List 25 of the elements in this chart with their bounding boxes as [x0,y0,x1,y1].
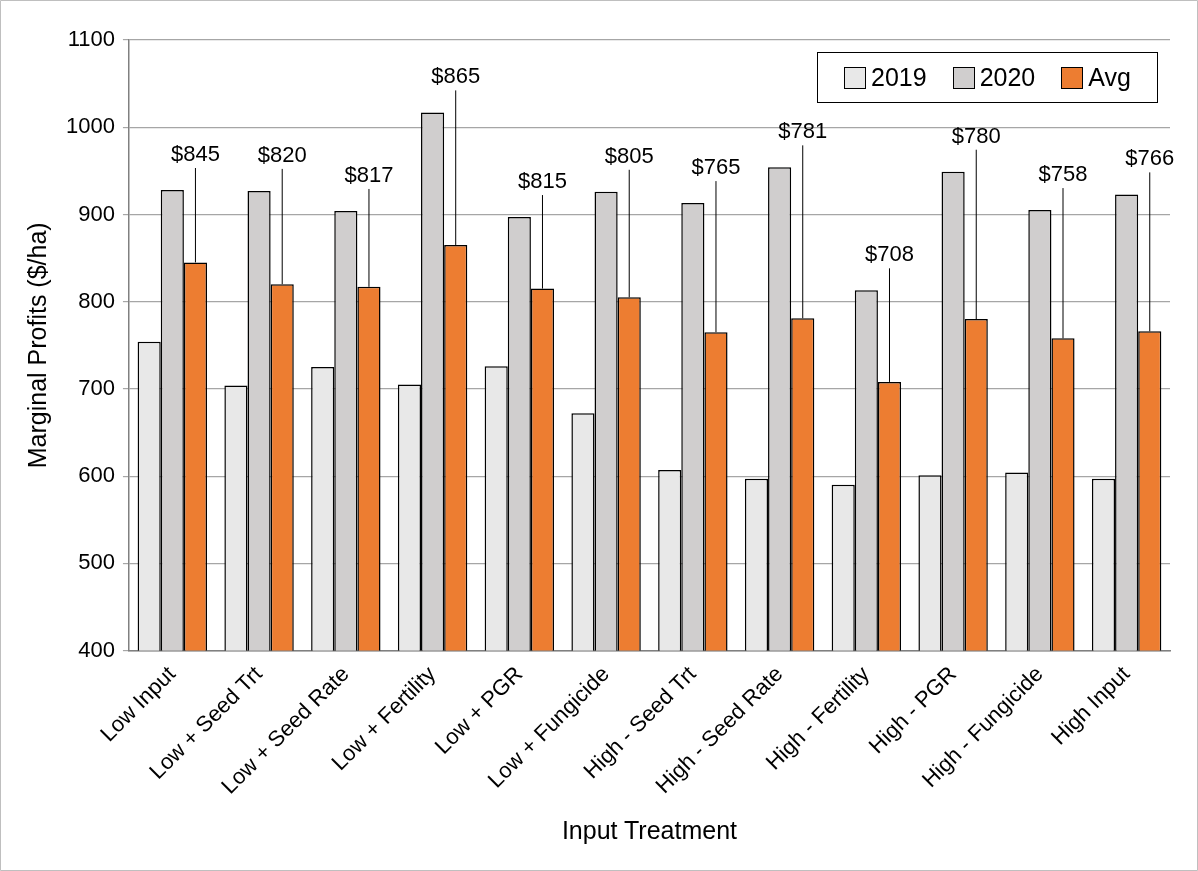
data-label: $865 [431,63,481,89]
y-tick-label: 1000 [65,113,115,139]
data-label: $766 [1125,145,1175,171]
data-label: $805 [604,142,654,168]
data-label: $758 [1038,161,1088,187]
data-label: $781 [778,118,828,144]
legend-label: 2020 [979,63,1036,92]
legend-label: 2019 [871,63,927,92]
data-label: $845 [170,141,220,167]
data-label: $780 [951,122,1001,148]
y-tick-label: 500 [78,549,115,575]
x-axis-title: Input Treatment [561,815,738,844]
data-label: $765 [691,154,741,180]
y-tick-label: 800 [78,287,115,313]
y-tick-label: 600 [78,462,115,488]
y-tick-label: 900 [78,200,115,226]
y-tick-label: 400 [78,636,115,662]
data-label: $820 [257,141,307,167]
y-axis-title: Marginal Profits ($/ha) [22,222,51,469]
y-tick-label: 1100 [67,26,115,52]
data-label: $817 [344,162,394,188]
data-label: $815 [518,168,567,194]
y-tick-label: 700 [78,374,115,400]
legend-label: Avg [1088,63,1131,92]
data-label: $708 [865,241,914,267]
